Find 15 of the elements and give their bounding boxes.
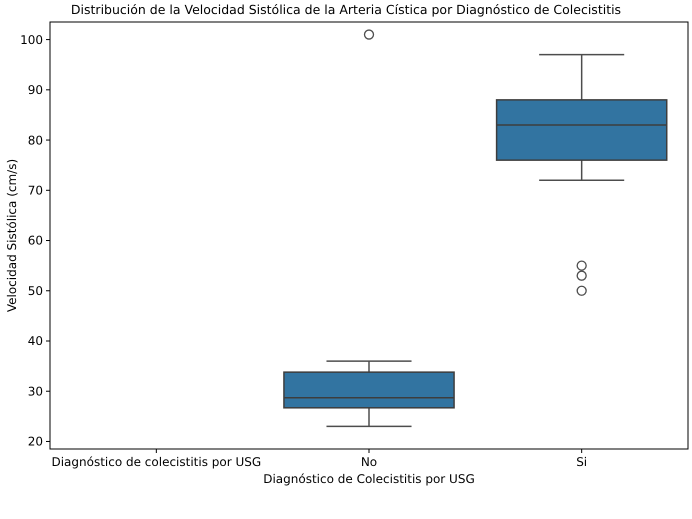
chart-title: Distribución de la Velocidad Sistólica de la Arteria Cística por Diagnóstico de Colecistitis [70,2,622,17]
y-tick-label: 20 [28,434,43,449]
x-tick-label: No [360,455,378,469]
y-tick-label: 80 [28,133,43,148]
y-tick-label: 40 [28,334,43,348]
y-axis-title: Velocidad Sistólica (cm/s) [5,158,19,312]
y-tick-label: 90 [28,83,43,98]
x-tick-label: Diagnóstico de colecistitis por USG [51,455,262,469]
y-tick-label: 50 [28,284,43,298]
y-tick-label: 60 [28,234,43,248]
y-tick-label: 70 [28,183,43,198]
y-tick-label: 100 [20,32,43,47]
x-tick-label: Si [576,455,588,469]
y-tick-label: 30 [28,384,43,398]
x-axis-title: Diagnóstico de Colecistitis por USG [263,472,475,486]
